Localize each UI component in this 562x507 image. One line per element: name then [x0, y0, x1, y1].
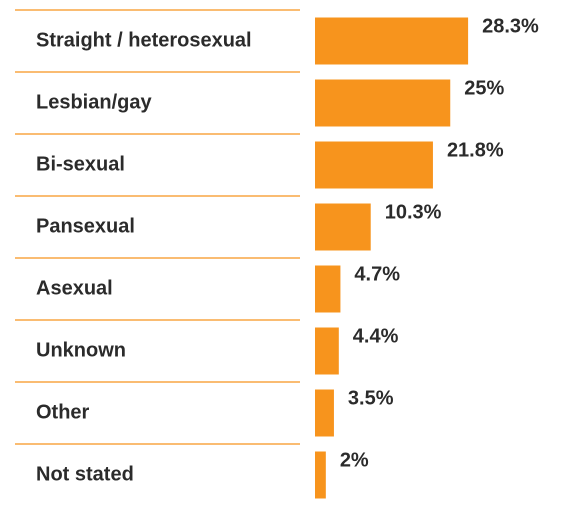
category-label: Bi-sexual	[36, 153, 125, 175]
value-label: 2%	[340, 449, 369, 471]
bar	[315, 79, 451, 127]
bar	[315, 203, 371, 251]
value-label: 28.3%	[482, 15, 539, 37]
bar	[315, 17, 469, 65]
bar	[315, 451, 326, 499]
category-label: Lesbian/gay	[36, 91, 152, 113]
category-label: Straight / heterosexual	[36, 29, 252, 51]
value-label: 21.8%	[447, 139, 504, 161]
category-label: Other	[36, 401, 90, 423]
value-label: 10.3%	[385, 201, 442, 223]
category-label: Unknown	[36, 339, 126, 361]
value-label: 3.5%	[348, 387, 394, 409]
value-label: 4.4%	[353, 325, 399, 347]
bar	[315, 327, 339, 375]
category-label: Not stated	[36, 463, 134, 485]
bar	[315, 265, 341, 313]
bar	[315, 141, 433, 189]
value-label: 25%	[464, 77, 504, 99]
category-label: Asexual	[36, 277, 113, 299]
category-label: Pansexual	[36, 215, 135, 237]
value-label: 4.7%	[354, 263, 400, 285]
bar	[315, 389, 334, 437]
